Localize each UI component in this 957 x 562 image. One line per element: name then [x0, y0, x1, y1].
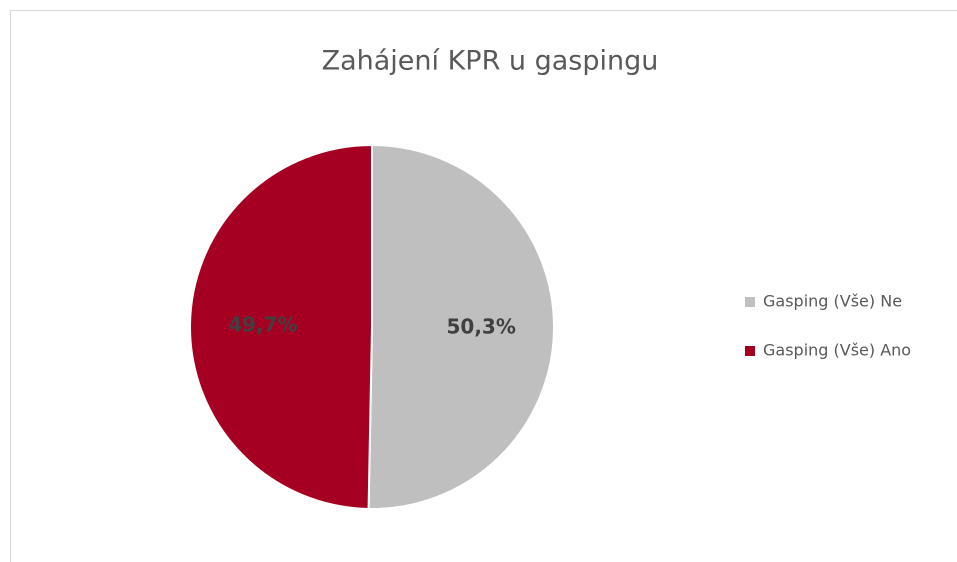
data-label: 50,3%	[446, 315, 515, 339]
chart-title: Zahájení KPR u gaspingu	[322, 46, 659, 77]
pie-slice	[189, 143, 373, 510]
legend-label: Gasping (Vše) Ne	[763, 292, 902, 311]
pie-slice	[367, 143, 555, 510]
data-label: 49,7%	[228, 312, 297, 336]
legend-swatch	[745, 297, 755, 307]
legend-label: Gasping (Vše) Ano	[763, 341, 911, 360]
legend-swatch	[745, 346, 755, 356]
